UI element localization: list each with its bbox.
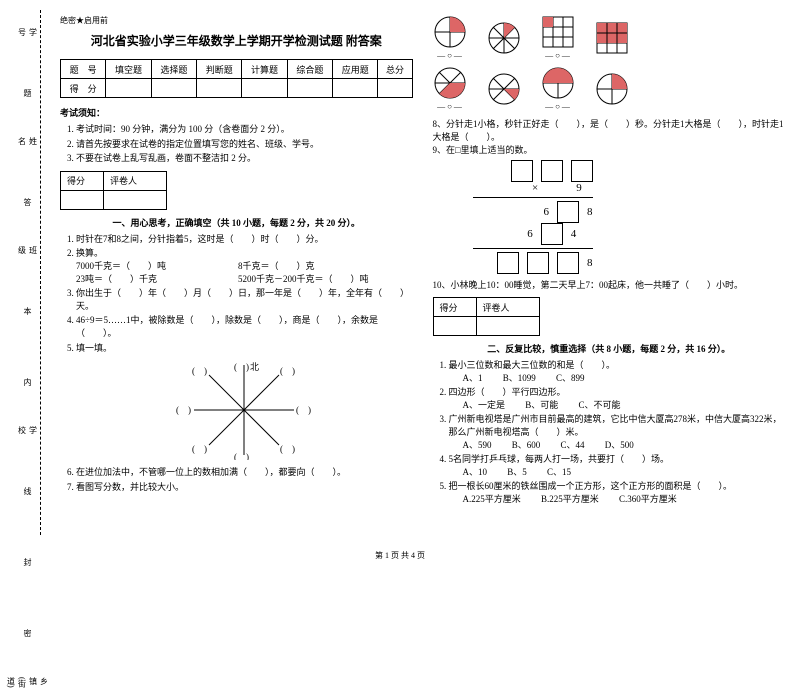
svg-text:( ): ( ): [280, 444, 295, 454]
part2-questions: 最小三位数和最大三位数的和是（ ）。 A、1 B、1099 C、899 四边形（…: [449, 359, 786, 506]
part2-title: 二、反复比较，慎重选择（共 8 小题，每题 2 分，共 16 分）。: [433, 342, 786, 355]
svg-text:( ): ( ): [192, 444, 207, 454]
frac-fig-4: [595, 21, 629, 55]
frac-fig-3: — ○ —: [541, 15, 575, 60]
compass-diagram: ( ) 北 ( ) ( ) ( ) ( ) ( ) ( ) ( ): [76, 360, 413, 460]
scorebox-col-0: 得分: [61, 171, 104, 190]
exam-title: 河北省实验小学三年级数学上学期开学检测试题 附答案: [60, 32, 413, 49]
gutter-label-3: 学校: [17, 426, 39, 434]
frac-fig-7: — ○ —: [541, 66, 575, 111]
svg-text:( ): ( ): [234, 362, 249, 372]
mc3: 广州新电视塔是广州市目前最高的建筑，它比中信大厦高278米，中信大厦高322米，…: [449, 413, 786, 451]
q1: 时针在7和8之间，分针指着5，这时是（ ）时（ ）分。: [76, 233, 413, 246]
notice-heading: 考试须知：: [60, 106, 413, 119]
frac-fig-1: — ○ —: [433, 15, 467, 60]
score-col-5: 综合题: [287, 60, 332, 79]
svg-text:( ): ( ): [234, 452, 249, 460]
gutter-label-1: 姓名: [17, 137, 39, 145]
score-col-1: 填空题: [106, 60, 151, 79]
q5: 填一填。 ( ) 北: [76, 342, 413, 461]
gutter-char-4: 线: [24, 486, 32, 497]
mc2: 四边形（ ）平行四边形。 A、一定是 B、可能 C、不可能: [449, 386, 786, 411]
q9: 9、在□里填上适当的数。: [433, 143, 786, 156]
score-table: 题 号 填空题 选择题 判断题 计算题 综合题 应用题 总分 得 分: [60, 59, 413, 98]
fraction-row-1: — ○ — — ○ —: [433, 15, 786, 60]
mul-val: 9: [576, 182, 582, 194]
q2-line-0: 7000千克＝（ ）吨 8千克＝（ ）克: [76, 261, 315, 271]
mc5: 把一根长60厘米的铁丝围成一个正方形，这个正方形的面积是（ ）。 A.225平方…: [449, 480, 786, 505]
score-col-2: 选择题: [151, 60, 196, 79]
gutter-dashed-line: [40, 10, 41, 535]
score-col-3: 判断题: [197, 60, 242, 79]
part1-scorebox: 得分 评卷人: [60, 171, 167, 210]
q6: 在进位加法中，不管哪一位上的数相加满（ ），都要向（ ）。: [76, 466, 413, 479]
q10: 10、小林晚上10：00睡觉，第二天早上7：00起床，他一共睡了（ ）小时。: [433, 278, 786, 291]
svg-text:( ): ( ): [280, 366, 295, 376]
frac-fig-6: [487, 72, 521, 106]
gutter-label-4: 乡镇(街道): [6, 677, 50, 688]
mc1: 最小三位数和最大三位数的和是（ ）。 A、1 B、1099 C、899: [449, 359, 786, 384]
q2-line-1: 23吨＝（ ）千克 5200千克－200千克＝（ ）吨: [76, 274, 369, 284]
q7: 看图写分数，并比较大小。: [76, 481, 413, 494]
q2-stem: 换算。: [76, 248, 103, 258]
gutter-char-2: 本: [24, 306, 32, 317]
compass-north-label: 北: [250, 362, 259, 372]
part1-questions: 时针在7和8之间，分针指着5，这时是（ ）时（ ）分。 换算。 7000千克＝（…: [76, 233, 413, 494]
gutter-char-0: 题: [24, 88, 32, 99]
q5-stem: 填一填。: [76, 343, 112, 353]
score-col-4: 计算题: [242, 60, 287, 79]
right-column: — ○ — — ○ —: [428, 0, 800, 545]
q4: 46÷9＝5……1中，被除数是（ ），除数是（ ），商是（ ），余数是（ ）。: [76, 314, 413, 339]
page-footer: 第 1 页 共 4 页: [0, 550, 800, 561]
gutter-char-1: 答: [24, 197, 32, 208]
notice-3: 不要在试卷上乱写乱画，卷面不整洁扣 2 分。: [76, 152, 413, 165]
score-col-6: 应用题: [333, 60, 378, 79]
frac-fig-2: [487, 21, 521, 55]
frac-fig-8: [595, 72, 629, 106]
frac-fig-5: — ○ —: [433, 66, 467, 111]
score-row-label: 得 分: [61, 79, 106, 98]
scorebox-col-1: 评卷人: [104, 171, 167, 190]
svg-text:( ): ( ): [176, 405, 191, 415]
svg-text:( ): ( ): [296, 405, 311, 415]
score-col-0: 题 号: [61, 60, 106, 79]
binding-gutter: 学号 题 姓名 答 班级 本 内 学校 线 封 密 乡镇(街道): [0, 0, 55, 545]
gutter-char-3: 内: [24, 377, 32, 388]
fraction-row-2: — ○ — — ○ —: [433, 66, 786, 111]
part1-title: 一、用心思考，正确填空（共 10 小题，每题 2 分，共 20 分）。: [60, 216, 413, 229]
notice-1: 考试时间：90 分钟，满分为 100 分（含卷面分 2 分）。: [76, 123, 413, 136]
part2-scorebox: 得分 评卷人: [433, 297, 540, 336]
gutter-label-0: 学号: [17, 28, 39, 36]
left-column: 绝密★启用前 河北省实验小学三年级数学上学期开学检测试题 附答案 题 号 填空题…: [55, 0, 428, 545]
gutter-char-6: 密: [24, 628, 32, 639]
mc4: 5名同学打乒乓球，每两人打一场，共要打（ ）场。 A、10 B、5 C、15: [449, 453, 786, 478]
notice-2: 请首先按要求在试卷的指定位置填写您的姓名、班级、学号。: [76, 138, 413, 151]
q8: 8、分针走1小格，秒针正好走（ ），是（ ）秒。分针走1大格是（ ），时针走1大…: [433, 117, 786, 143]
gutter-label-2: 班级: [17, 246, 39, 254]
vertical-multiplication: × 9 68 64 8: [473, 160, 593, 274]
svg-text:( ): ( ): [192, 366, 207, 376]
notice-list: 考试时间：90 分钟，满分为 100 分（含卷面分 2 分）。 请首先按要求在试…: [76, 123, 413, 165]
score-col-7: 总分: [378, 60, 412, 79]
q2: 换算。 7000千克＝（ ）吨 8千克＝（ ）克 23吨＝（ ）千克 5200千…: [76, 247, 413, 285]
mul-sign: ×: [532, 182, 538, 194]
secrecy-header: 绝密★启用前: [60, 15, 413, 26]
q3: 你出生于（ ）年（ ）月（ ）日，那一年是（ ）年，全年有（ ）天。: [76, 287, 413, 312]
